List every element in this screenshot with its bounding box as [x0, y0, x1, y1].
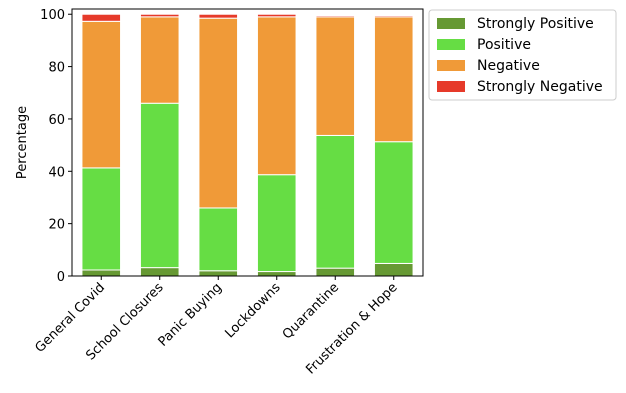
bar-segment: [198, 17, 239, 209]
bar-segment: [315, 16, 356, 136]
legend-label: Strongly Positive: [477, 16, 594, 32]
legend-swatch: [437, 18, 465, 29]
y-axis: 0 20 40 60 80 100: [40, 8, 72, 285]
legend-box: [428, 9, 617, 101]
bar-segment: [315, 134, 356, 269]
bar-segment: [198, 270, 239, 277]
bar-segment: [256, 174, 297, 273]
bar-segment: [81, 269, 122, 277]
bar-segment: [373, 141, 414, 264]
bar-segment: [256, 16, 297, 176]
x-tick-label: Quarantine: [280, 280, 342, 342]
bar-segment: [373, 16, 414, 143]
legend-swatch: [437, 60, 465, 71]
bar-segment: [81, 13, 122, 22]
bars-group: [81, 13, 414, 277]
y-tick-label: 20: [48, 218, 65, 233]
y-tick-label: 40: [48, 165, 65, 180]
bar-segment: [139, 267, 180, 277]
y-tick-label: 0: [57, 270, 65, 285]
bar-segment: [139, 16, 180, 104]
y-axis-label: Percentage: [15, 106, 30, 179]
legend-swatch: [437, 81, 465, 92]
bar-segment: [139, 102, 180, 269]
bar-segment: [139, 13, 180, 18]
bar-segment: [198, 13, 239, 19]
bar-segment: [256, 271, 297, 277]
legend-label: Positive: [477, 37, 531, 53]
y-tick-label: 60: [48, 113, 65, 128]
bar-segment: [315, 15, 356, 18]
bar-segment: [81, 20, 122, 169]
bar-segment: [81, 167, 122, 271]
plot-frame: [71, 8, 424, 277]
x-tick-label: Lockdowns: [222, 280, 283, 341]
legend-label: Negative: [477, 58, 540, 74]
y-tick-label: 100: [40, 8, 65, 23]
y-tick-label: 80: [48, 61, 65, 76]
bar-segment: [198, 207, 239, 272]
bar-segment: [256, 13, 297, 18]
legend-label: Strongly Negative: [477, 79, 603, 95]
bar-segment: [315, 267, 356, 277]
legend-swatch: [437, 39, 465, 50]
legend: Strongly Positive Positive Negative Strongl…: [428, 9, 617, 101]
bar-segment: [373, 15, 414, 18]
bar-segment: [373, 262, 414, 277]
